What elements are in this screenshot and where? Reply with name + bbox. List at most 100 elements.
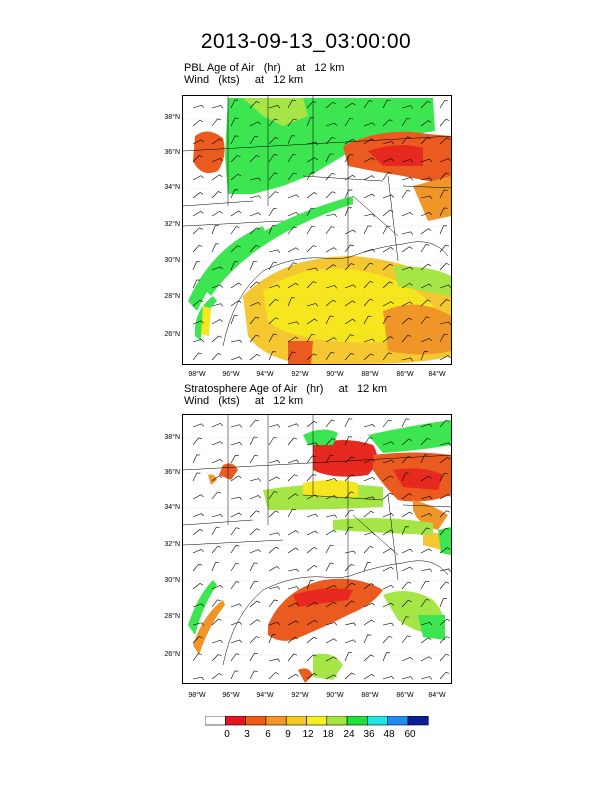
wind-barb (439, 244, 450, 253)
wind-barb (420, 351, 428, 361)
wind-barb (192, 676, 204, 681)
wind-barb (230, 245, 241, 253)
wind-barb (211, 225, 219, 235)
wind-barb (306, 547, 318, 554)
colorbar-label: 9 (285, 729, 291, 740)
wind-barb (401, 456, 412, 464)
wind-barb (363, 583, 375, 590)
wind-barb (439, 333, 448, 343)
wind-barb (287, 211, 299, 217)
wind-barb (306, 580, 314, 590)
wind-barb (401, 301, 413, 307)
colorbar-box (407, 716, 429, 726)
wind-barb (192, 279, 201, 289)
wind-barb (268, 249, 281, 253)
wind-barb (439, 158, 451, 163)
wind-barb (306, 420, 318, 428)
wind-barb (287, 620, 299, 626)
wind-barb (420, 513, 432, 518)
wind-barb (363, 280, 374, 289)
wind-barb (382, 209, 394, 217)
wind-barb (382, 263, 394, 271)
wind-barb (439, 355, 451, 361)
wind-barb (325, 585, 337, 590)
wind-barb (268, 105, 281, 109)
wind-barb (306, 192, 318, 199)
strat-lon-label: 94°W (256, 692, 274, 699)
wind-barb (325, 514, 338, 518)
wind-barb (192, 603, 205, 608)
wind-barb (211, 138, 223, 145)
wind-barb (363, 193, 375, 199)
wind-barb (382, 441, 395, 446)
strat-map (182, 414, 452, 684)
wind-barb (382, 99, 391, 109)
colorbar-box (265, 716, 287, 726)
wind-barb (325, 419, 335, 428)
wind-barb (192, 563, 203, 572)
wind-barb (306, 455, 316, 464)
wind-barb (382, 158, 394, 163)
wind-barb (268, 672, 279, 680)
wind-barb (211, 422, 223, 428)
strat-lat-label: 26°N (164, 651, 180, 658)
wind-barb (287, 194, 299, 199)
wind-barb (382, 492, 394, 500)
wind-barb (192, 155, 203, 163)
wind-barb (363, 673, 375, 680)
strat-lon-label: 88°W (361, 692, 379, 699)
wind-barb (344, 418, 353, 428)
wind-barb (211, 654, 222, 662)
wind-barb (363, 315, 372, 325)
pbl-lon-label: 84°W (428, 371, 446, 378)
wind-barb (401, 635, 411, 644)
wind-barb (382, 652, 391, 662)
wind-barb (306, 473, 317, 482)
wind-barb (192, 636, 203, 644)
wind-barb (382, 281, 393, 289)
colorbar-label: 6 (265, 729, 271, 740)
strat-lon-label: 86°W (396, 692, 414, 699)
wind-barb (211, 459, 223, 464)
wind-barb (287, 321, 300, 325)
wind-barb (363, 138, 375, 145)
wind-barb (306, 303, 319, 307)
wind-barb (268, 225, 276, 235)
strat-lon-label: 98°W (188, 692, 206, 699)
wind-barb (325, 337, 337, 343)
panel1-title-line2: Wind (kts) at 12 km (184, 74, 304, 86)
wind-barb (268, 118, 278, 127)
pbl-lon-label: 88°W (361, 371, 379, 378)
wind-barb (230, 117, 239, 127)
wind-barb (211, 526, 220, 536)
wind-barb (287, 226, 298, 235)
wind-barb (325, 136, 336, 145)
wind-barb (344, 300, 356, 307)
wind-barb (192, 494, 204, 500)
wind-barb (439, 263, 450, 271)
wind-barb (249, 495, 261, 500)
wind-barb (287, 474, 298, 482)
wind-barb (439, 442, 451, 446)
wind-barb (325, 122, 338, 127)
wind-barb (230, 226, 240, 235)
wind-barb (192, 472, 201, 482)
wind-barb (287, 297, 296, 307)
wind-barb (211, 514, 224, 518)
wind-barb (268, 154, 278, 163)
wind-barb (230, 603, 243, 608)
wind-barb (401, 190, 411, 199)
wind-barb (325, 656, 337, 662)
wind-barb (230, 424, 243, 428)
wind-barb (211, 352, 222, 361)
wind-barb (363, 531, 376, 536)
wind-barb (306, 673, 318, 680)
wind-barb (363, 562, 371, 572)
wind-barb (420, 423, 433, 428)
wind-barb (420, 548, 432, 554)
wind-barb (249, 101, 260, 109)
wind-barb (287, 437, 298, 446)
wind-barb (382, 225, 391, 235)
wind-barb (401, 105, 414, 109)
wind-barb (211, 319, 223, 325)
